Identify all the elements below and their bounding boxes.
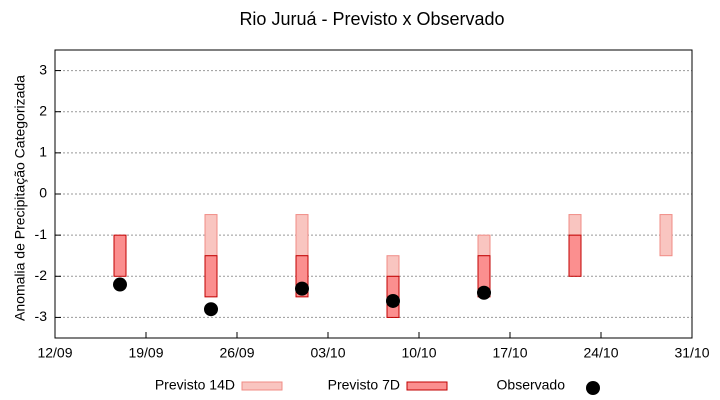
legend-label: Previsto 7D: [328, 377, 400, 393]
range-bar: [659, 214, 673, 257]
y-tick-label: -2: [35, 267, 48, 283]
range-bar: [204, 214, 218, 257]
legend-swatch: [586, 381, 600, 395]
legend-label: Observado: [497, 377, 566, 393]
range-bar: [113, 234, 127, 277]
legend-swatch: [406, 381, 448, 391]
range-bar: [295, 214, 309, 257]
range-bar: [204, 255, 218, 298]
range-bar: [568, 214, 582, 236]
observed-point: [295, 281, 309, 296]
chart-title: Rio Juruá - Previsto x Observado: [239, 9, 504, 29]
legend-label: Previsto 14D: [155, 377, 235, 393]
observed-point: [113, 277, 127, 292]
y-tick-label: 0: [39, 185, 47, 201]
range-bar: [477, 234, 491, 257]
x-tick-label: 26/09: [219, 345, 254, 361]
plot-frame: [54, 49, 693, 339]
y-tick-label: 3: [39, 61, 47, 77]
legend-swatch: [241, 381, 283, 391]
y-tick-label: -3: [35, 308, 48, 324]
y-tick-label: 2: [39, 102, 47, 118]
x-tick-label: 03/10: [310, 345, 345, 361]
x-tick-label: 10/10: [401, 345, 436, 361]
x-tick-label: 24/10: [583, 345, 618, 361]
range-bar: [568, 234, 582, 277]
x-tick-label: 17/10: [492, 345, 527, 361]
x-tick-label: 19/09: [128, 345, 163, 361]
y-tick-label: 1: [39, 144, 47, 160]
range-bar: [386, 255, 400, 277]
observed-point: [386, 293, 400, 308]
y-axis-label: Anomalia de Precipitação Categorizada: [12, 75, 28, 321]
y-tick-label: -1: [35, 226, 48, 242]
observed-point: [204, 302, 218, 317]
observed-point: [477, 285, 491, 300]
x-tick-label: 12/09: [37, 345, 72, 361]
x-tick-label: 31/10: [674, 345, 709, 361]
